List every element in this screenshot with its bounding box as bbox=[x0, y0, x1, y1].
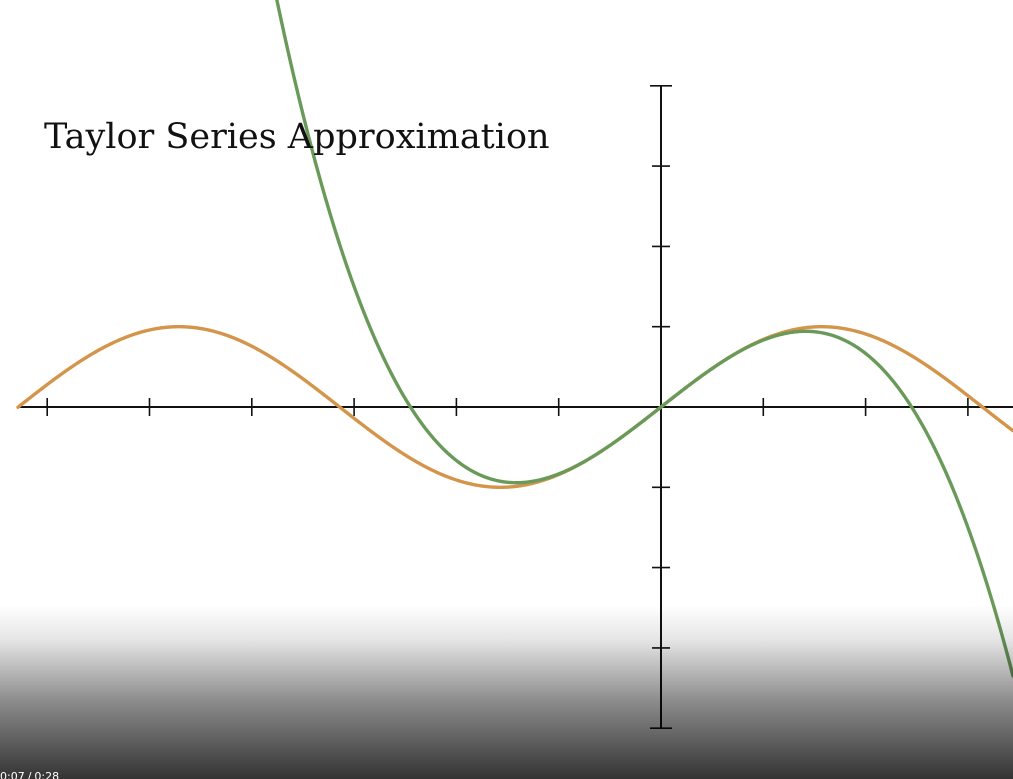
current-time: 0:07 bbox=[0, 770, 25, 779]
taylor-cubic-curve bbox=[275, 0, 1013, 678]
time-display: 0:07/0:28 bbox=[0, 771, 59, 779]
controls-gradient bbox=[0, 605, 1013, 779]
video-title: Taylor Series Approximation bbox=[44, 117, 550, 157]
curves bbox=[16, 0, 1013, 678]
sine-curve bbox=[16, 325, 1013, 489]
total-time: 0:28 bbox=[34, 770, 60, 779]
time-separator: / bbox=[27, 770, 32, 779]
